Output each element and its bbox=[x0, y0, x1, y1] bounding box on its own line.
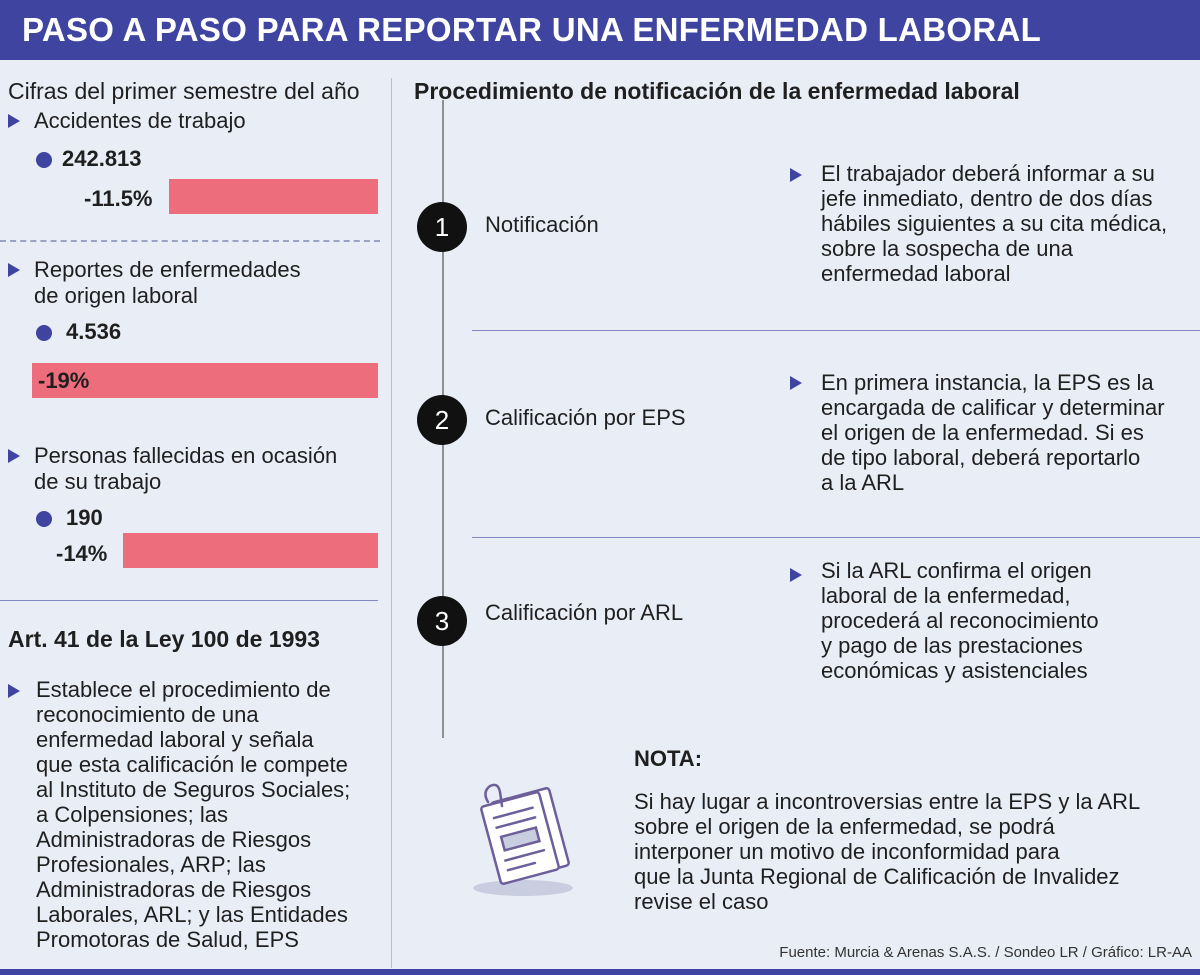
bullet-arrow-icon bbox=[8, 449, 20, 463]
law-text: Establece el procedimiento de reconocimi… bbox=[36, 677, 351, 952]
bullet-dot-icon bbox=[36, 511, 52, 527]
step-name: Calificación por ARL bbox=[485, 600, 684, 625]
page-title: PASO A PASO PARA REPORTAR UNA ENFERMEDAD… bbox=[22, 11, 1042, 48]
bullet-arrow-icon bbox=[790, 376, 802, 390]
bullet-arrow-icon bbox=[790, 168, 802, 182]
stat-value: 190 bbox=[66, 505, 103, 530]
step-number-1: 1 bbox=[417, 202, 467, 252]
bullet-arrow-icon bbox=[8, 263, 20, 277]
stat-change: -19% bbox=[38, 368, 90, 393]
step-number-3: 3 bbox=[417, 596, 467, 646]
stat-label: de su trabajo bbox=[34, 469, 162, 494]
document-icon bbox=[473, 783, 573, 896]
step-name: Notificación bbox=[485, 212, 599, 237]
change-bar bbox=[168, 179, 378, 214]
procedure-heading: Procedimiento de notificación de la enfe… bbox=[414, 78, 1020, 104]
column-divider bbox=[391, 78, 392, 968]
change-bar bbox=[123, 533, 378, 568]
divider bbox=[0, 240, 380, 242]
step-number-2: 2 bbox=[417, 395, 467, 445]
step-description: En primera instancia, la EPS es la encar… bbox=[821, 370, 1165, 495]
stat-change: -14% bbox=[56, 541, 108, 566]
bullet-dot-icon bbox=[36, 325, 52, 341]
note-title: NOTA: bbox=[634, 746, 703, 771]
source-credit: Fuente: Murcia & Arenas S.A.S. / Sondeo … bbox=[779, 944, 1192, 961]
bullet-arrow-icon bbox=[8, 684, 20, 698]
step-description: El trabajador deberá informar a su jefe … bbox=[821, 161, 1168, 286]
stat-value: 242.813 bbox=[62, 146, 142, 171]
divider bbox=[472, 330, 1200, 331]
stat-label: Accidentes de trabajo bbox=[34, 108, 246, 133]
stat-value: 4.536 bbox=[66, 319, 122, 344]
step-name: Calificación por EPS bbox=[485, 405, 686, 430]
change-bar bbox=[32, 363, 378, 398]
law-title: Art. 41 de la Ley 100 de 1993 bbox=[8, 626, 320, 652]
divider bbox=[472, 537, 1200, 538]
stat-label: de origen laboral bbox=[34, 283, 198, 308]
stat-label: Reportes de enfermedades bbox=[34, 257, 301, 282]
step-description: Si la ARL confirma el origen laboral de … bbox=[821, 558, 1099, 683]
bullet-arrow-icon bbox=[8, 114, 20, 128]
note-text: Si hay lugar a incontroversias entre la … bbox=[634, 789, 1141, 914]
stat-change: -11.5% bbox=[84, 186, 153, 211]
title-banner: PASO A PASO PARA REPORTAR UNA ENFERMEDAD… bbox=[0, 0, 1200, 60]
stats-heading: Cifras del primer semestre del año bbox=[8, 78, 360, 104]
divider bbox=[0, 600, 378, 601]
bottom-bar bbox=[0, 969, 1200, 975]
stat-label: Personas fallecidas en ocasión bbox=[34, 443, 338, 468]
bullet-dot-icon bbox=[36, 152, 52, 168]
bullet-arrow-icon bbox=[790, 568, 802, 582]
